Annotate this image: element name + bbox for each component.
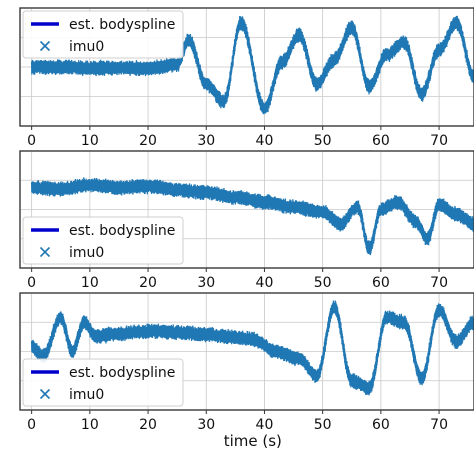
panel-middle: 0 10 20 30 40 50 60 70 est. bodyspline imu0	[19, 150, 474, 291]
bottom-x-tick-label: 60	[372, 417, 390, 433]
middle-legend: est. bodyspline imu0	[22, 216, 184, 265]
bottom-x-tick-label: 70	[430, 417, 448, 433]
top-x-tick-label: 50	[314, 133, 332, 149]
top-x-tick-label: 0	[27, 133, 36, 149]
bottom-x-tick-label: 10	[81, 417, 99, 433]
top-x-tick-label: 70	[430, 133, 448, 149]
bottom-legend-label: imu0	[69, 387, 104, 403]
panel-top: 0 10 20 30 40 50 60 70 est. bodyspline imu0	[19, 7, 474, 149]
middle-legend-box	[22, 216, 184, 265]
top-imu0-series	[30, 15, 474, 115]
middle-legend-x-marker	[39, 246, 51, 258]
bottom-x-tick-label: 50	[314, 417, 332, 433]
x-axis-label: time (s)	[224, 432, 282, 450]
bottom-legend-label: est. bodyspline	[69, 365, 175, 381]
top-x-tick-label: 20	[139, 133, 157, 149]
bottom-x-tick-label: 30	[197, 417, 215, 433]
middle-x-tick-label: 0	[27, 275, 36, 291]
panel-bottom: 0 10 20 30 40 50 60 70 est. bodyspline imu0 time (…	[19, 292, 474, 450]
top-legend: est. bodyspline imu0	[22, 10, 184, 59]
top-frame	[19, 7, 474, 127]
bottom-legend-box	[22, 358, 184, 407]
top-x-tick-label: 30	[197, 133, 215, 149]
bottom-imu0-series	[30, 300, 474, 396]
middle-x-tick-label: 20	[139, 275, 157, 291]
middle-x-tick-label: 50	[314, 275, 332, 291]
top-legend-x-marker	[39, 40, 51, 52]
middle-x-tick-label: 10	[81, 275, 99, 291]
bottom-frame	[19, 292, 474, 411]
middle-legend-label: imu0	[69, 245, 104, 261]
middle-x-tick-label: 60	[372, 275, 390, 291]
bottom-legend-x-marker	[39, 388, 51, 400]
middle-x-tick-label: 70	[430, 275, 448, 291]
middle-x-tick-label: 30	[197, 275, 215, 291]
top-legend-box	[22, 10, 184, 59]
middle-imu0-series	[30, 177, 474, 256]
middle-x-tick-label: 40	[256, 275, 274, 291]
top-legend-label: est. bodyspline	[69, 17, 175, 33]
top-x-tick-label: 10	[81, 133, 99, 149]
bottom-x-tick-label: 20	[139, 417, 157, 433]
bottom-legend: est. bodyspline imu0	[22, 358, 184, 407]
top-x-tick-label: 60	[372, 133, 390, 149]
middle-frame	[19, 150, 474, 269]
middle-legend-label: est. bodyspline	[69, 223, 175, 239]
top-x-tick-label: 40	[256, 133, 274, 149]
bottom-x-tick-label: 0	[27, 417, 36, 433]
bottom-x-tick-label: 40	[256, 417, 274, 433]
top-legend-label: imu0	[69, 39, 104, 55]
